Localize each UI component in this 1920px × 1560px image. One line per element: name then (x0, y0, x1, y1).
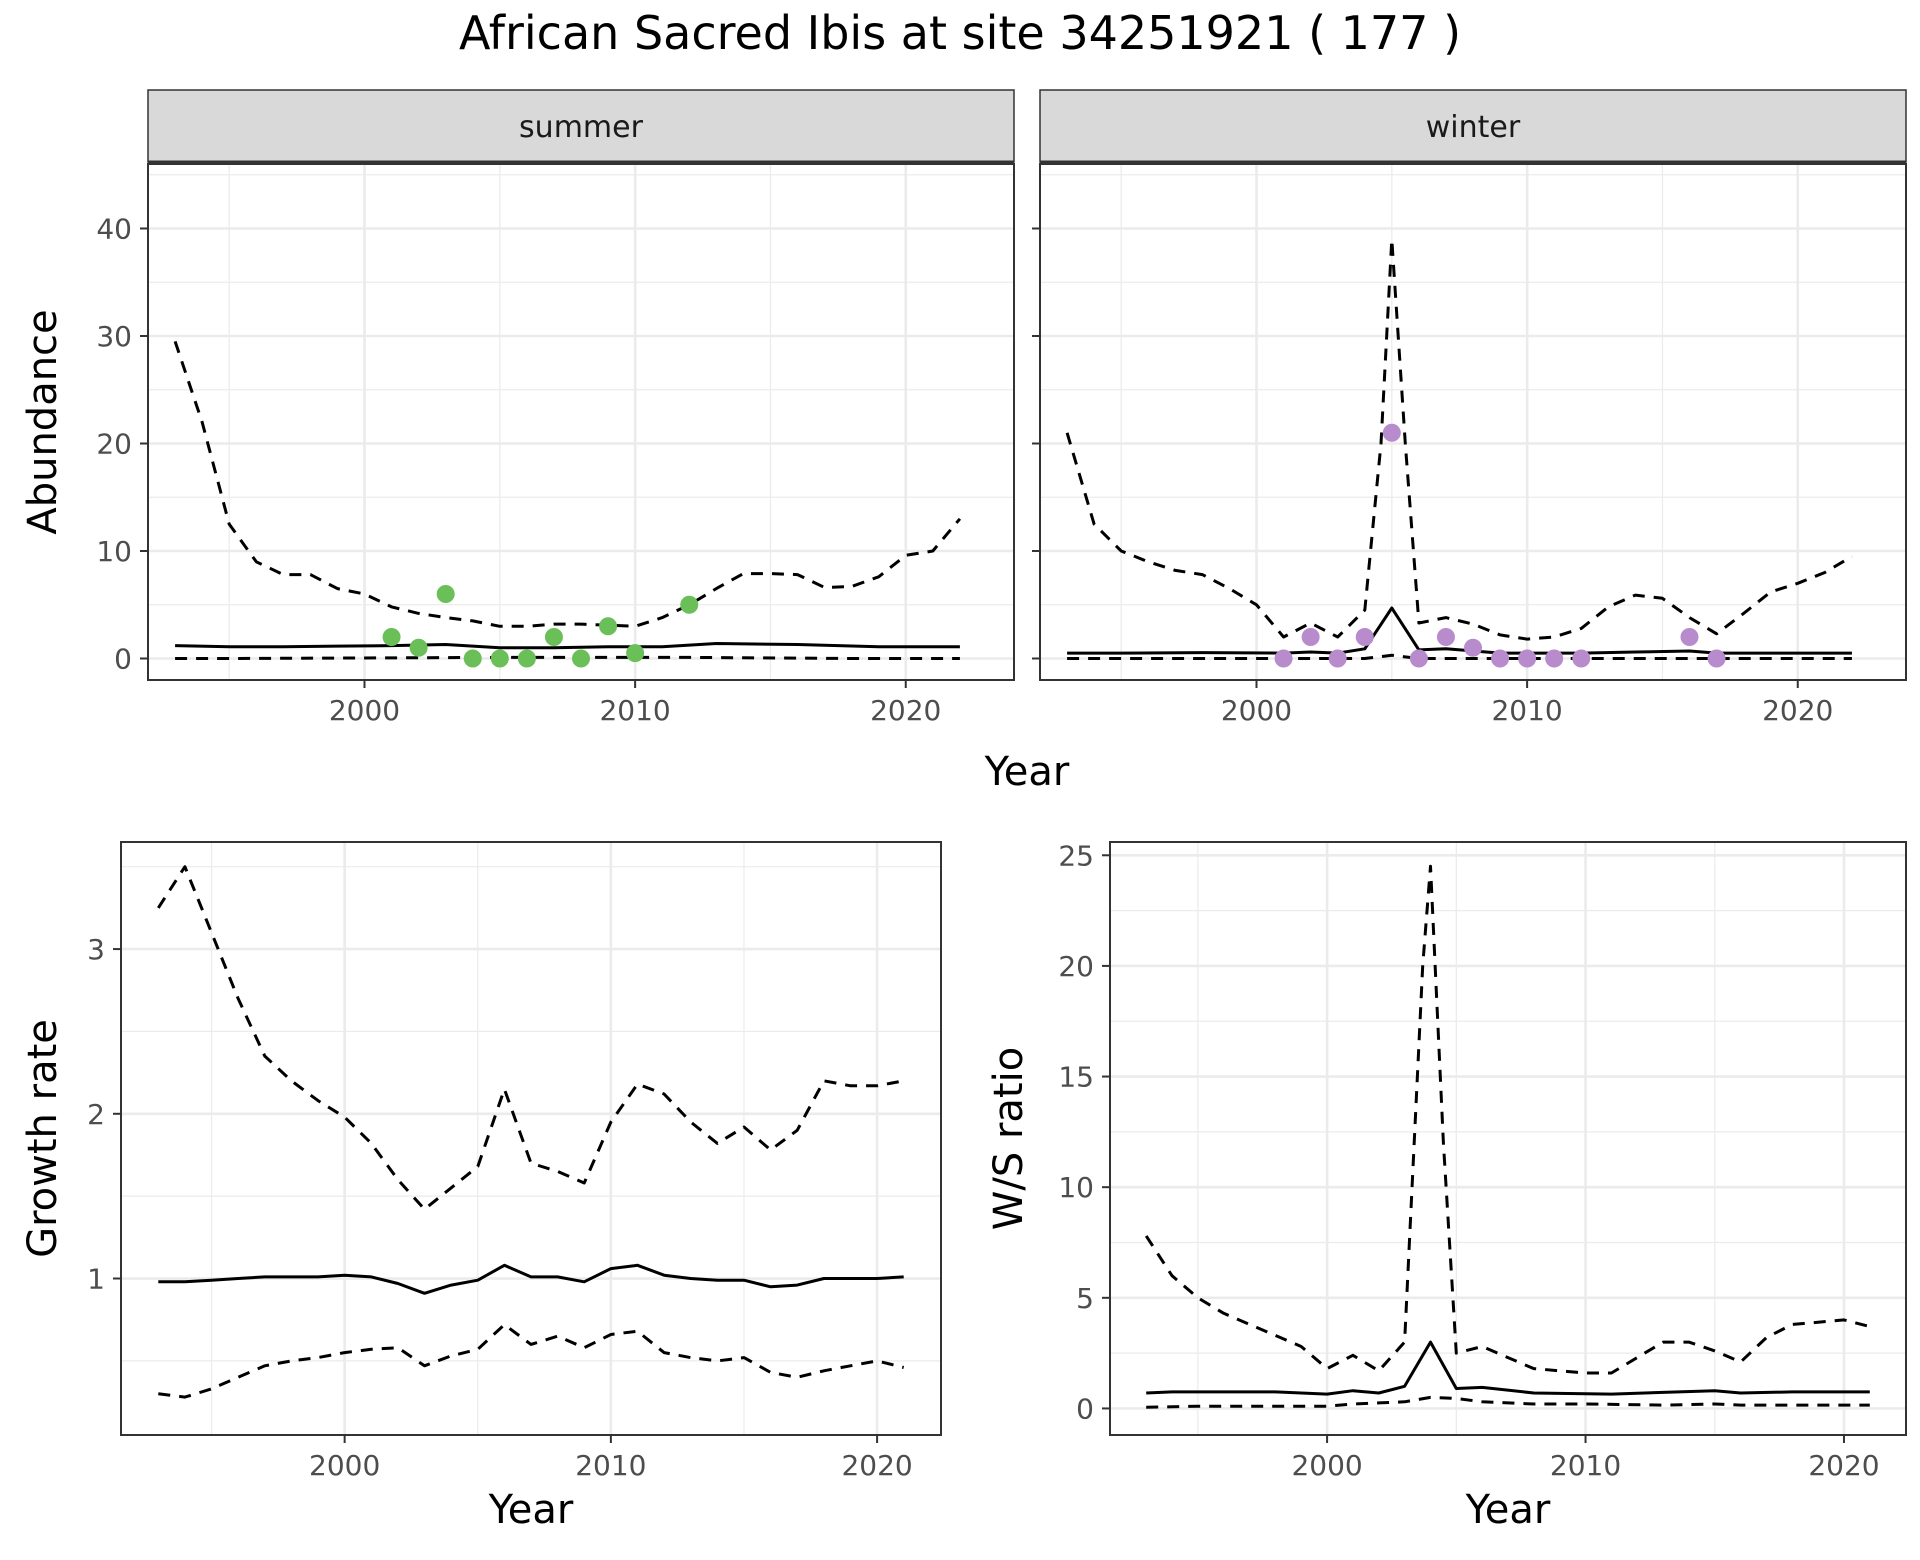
ratio-y-axis-title: W/S ratio (986, 1047, 1032, 1230)
summer-y-axis-title: Abundance (20, 309, 66, 534)
ratio-plot-area (1110, 842, 1906, 1435)
summer-observed-point (463, 649, 482, 668)
growth-series-mean-line (158, 1263, 904, 1295)
summer-observed-point (382, 628, 401, 646)
top-row-x-axis-title: Year (984, 749, 1070, 795)
winter-observed-point (1518, 649, 1537, 668)
x-tick-label: 2020 (1762, 694, 1833, 727)
ratio-x-axis-title: Year (1465, 1487, 1551, 1533)
winter-observed-point (1409, 649, 1428, 668)
x-tick-label: 2010 (575, 1449, 646, 1482)
ratio-series-bound-line (1146, 1395, 1870, 1409)
growth-rate-panel: 2000 2010 2020 1 2 3 Growth rate Year (20, 841, 942, 1533)
summer-observed-point (680, 595, 699, 614)
winter-observed-point (1572, 649, 1591, 668)
x-tick-label: 2010 (1550, 1449, 1621, 1482)
summer-plot-area (148, 164, 1014, 680)
growth-x-axis-title: Year (488, 1487, 574, 1533)
summer-series-bound-line (175, 655, 960, 660)
winter-observed-point (1545, 649, 1564, 668)
summer-series-mean-line (175, 642, 960, 650)
winter-observed-point (1274, 649, 1293, 668)
summer-panel: summer 2000 2010 2020 0 10 20 30 40 Abundance (20, 89, 1015, 727)
x-tick-label: 2000 (1221, 694, 1292, 727)
growth-panel-border (120, 841, 942, 1436)
summer-strip-label: summer (519, 110, 644, 145)
y-tick-label: 0 (114, 643, 132, 676)
y-tick-label: 10 (96, 535, 132, 568)
winter-observed-point (1680, 628, 1699, 646)
x-tick-label: 2000 (1291, 1449, 1362, 1482)
y-tick-label: 1 (87, 1263, 105, 1296)
summer-strip (147, 89, 1015, 163)
x-tick-label: 2020 (841, 1449, 912, 1482)
summer-observed-point (544, 628, 563, 646)
summer-observed-point (490, 649, 509, 668)
winter-observed-point (1382, 423, 1401, 442)
y-tick-label: 40 (96, 213, 132, 246)
y-tick-label: 5 (1076, 1282, 1094, 1315)
winter-series-bound-line (1067, 653, 1852, 660)
winter-observed-point (1464, 638, 1482, 657)
growth-plot-area (121, 842, 941, 1435)
summer-observed-point (599, 617, 618, 636)
growth-series-bound-line (157, 865, 904, 1211)
x-tick-label: 2020 (1808, 1449, 1879, 1482)
winter-observed-point (1436, 628, 1455, 646)
top-row-x-axis-title-group: Year (984, 749, 1070, 795)
y-tick-label: 30 (96, 320, 132, 353)
x-tick-label: 2010 (1491, 694, 1562, 727)
growth-series-bound-line (158, 1323, 905, 1399)
x-tick-label: 2000 (309, 1449, 380, 1482)
winter-series-bound-line (1065, 237, 1853, 641)
x-tick-label: 2010 (599, 694, 670, 727)
winter-observed-point (1491, 649, 1510, 668)
summer-observed-point (517, 649, 536, 668)
y-tick-label: 0 (1076, 1392, 1094, 1425)
y-tick-label: 20 (96, 428, 132, 461)
ratio-series-mean-line (1146, 1340, 1870, 1396)
chart-title: African Sacred Ibis at site 34251921 ( 1… (459, 6, 1461, 60)
summer-panel-border (147, 163, 1015, 681)
y-tick-label: 3 (87, 933, 105, 966)
y-tick-label: 25 (1058, 839, 1094, 872)
ratio-panel-border (1109, 841, 1907, 1436)
x-tick-label: 2000 (329, 694, 400, 727)
summer-observed-point (409, 638, 428, 657)
y-tick-label: 10 (1058, 1171, 1094, 1204)
y-tick-label: 2 (87, 1098, 105, 1131)
summer-observed-point (572, 649, 590, 668)
x-tick-label: 2020 (870, 694, 941, 727)
winter-panel-border (1039, 163, 1907, 681)
winter-observed-point (1328, 649, 1347, 668)
winter-strip-label: winter (1426, 110, 1521, 145)
winter-plot-area (1040, 164, 1906, 680)
summer-observed-point (626, 644, 645, 663)
winter-observed-point (1301, 628, 1320, 646)
growth-y-axis-title: Growth rate (20, 1019, 66, 1258)
y-tick-label: 20 (1058, 950, 1094, 983)
winter-observed-point (1355, 628, 1374, 646)
summer-observed-point (436, 585, 455, 603)
y-tick-label: 15 (1058, 1061, 1094, 1094)
winter-panel: winter 2000 2010 2020 (1032, 89, 1907, 727)
winter-observed-point (1707, 649, 1726, 668)
ws-ratio-panel: 2000 2010 2020 0 5 10 15 20 25 W/S ratio Year (986, 839, 1907, 1533)
